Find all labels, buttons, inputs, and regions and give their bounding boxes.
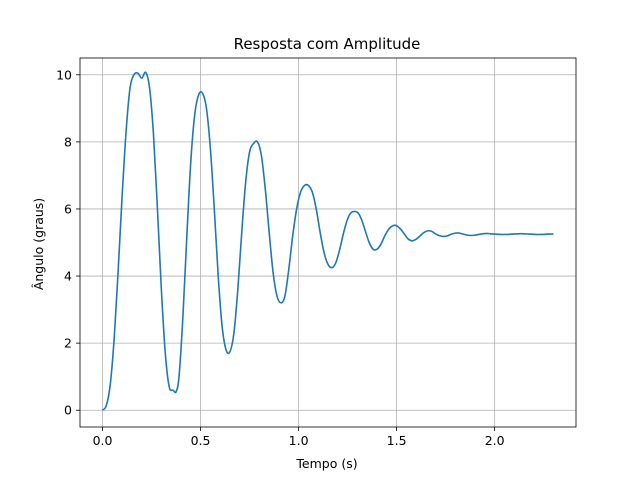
series-line xyxy=(101,71,554,411)
x-tick-label: 1.0 xyxy=(289,433,309,448)
plot-frame xyxy=(79,57,577,428)
y-tick-label: 2 xyxy=(64,336,72,351)
y-tick-label: 6 xyxy=(64,201,72,216)
chart-title: Resposta com Amplitude xyxy=(234,35,421,53)
x-tick-label: 0.5 xyxy=(191,433,211,448)
x-tick-label: 1.5 xyxy=(387,433,407,448)
grid xyxy=(80,58,576,427)
y-axis-label: Ângulo (graus) xyxy=(31,198,46,290)
y-tick-label: 10 xyxy=(56,67,72,82)
x-axis: 0.0 0.5 1.0 1.5 2.0 xyxy=(93,427,505,448)
series-layer xyxy=(101,71,554,411)
x-axis-label: Tempo (s) xyxy=(295,456,357,471)
y-tick-label: 4 xyxy=(64,269,72,284)
y-axis: 0 2 4 6 8 10 xyxy=(56,67,80,418)
x-tick-label: 0.0 xyxy=(93,433,113,448)
x-tick-label: 2.0 xyxy=(485,433,505,448)
y-tick-label: 8 xyxy=(64,134,72,149)
y-tick-label: 0 xyxy=(64,403,72,418)
